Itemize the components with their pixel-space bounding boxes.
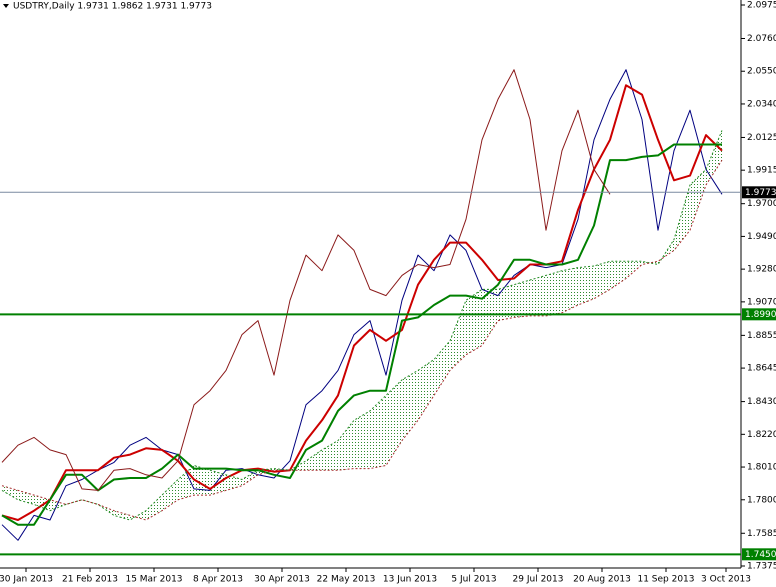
x-tick-label: 29 Jul 2013	[513, 575, 564, 585]
x-tick-label: 13 Jun 2013	[383, 575, 437, 585]
y-tick-label: 1.8855	[747, 331, 776, 341]
y-tick-label: 1.9280	[747, 265, 776, 275]
cloud	[2, 130, 722, 521]
y-tick-label: 1.8645	[747, 364, 776, 374]
y-tick-label: 1.8010	[747, 463, 776, 473]
series-line	[1, 84, 723, 521]
y-tick-label: 1.9915	[747, 166, 776, 176]
y-tick-label: 1.7800	[747, 495, 776, 505]
x-tick-label: 15 Mar 2013	[125, 575, 182, 585]
x-tick-label: 20 Aug 2013	[573, 575, 631, 585]
y-tick-label: 2.0550	[747, 67, 776, 77]
level-box	[742, 308, 776, 321]
x-tick-label: 5 Jul 2013	[451, 575, 496, 585]
x-tick-label: 30 Jan 2013	[0, 575, 53, 585]
y-tick-label: 1.8220	[747, 430, 776, 440]
x-tick-label: 21 Feb 2013	[62, 575, 118, 585]
y-tick-label: 1.8430	[747, 397, 776, 407]
plot-area	[0, 0, 741, 568]
x-tick-label: 11 Sep 2013	[637, 575, 694, 585]
y-tick-label: 1.9070	[747, 297, 776, 307]
level-label: 1.9773	[745, 188, 776, 198]
level-label: 1.8990	[745, 310, 776, 320]
y-tick-label: 2.0340	[747, 99, 776, 109]
chart-title: USDTRY,Daily 1.9731 1.9862 1.9731 1.9773	[13, 2, 212, 12]
series-line	[1, 69, 723, 541]
x-tick-label: 3 Oct 2013	[701, 575, 751, 585]
level-box	[742, 548, 776, 561]
series-line	[1, 69, 611, 491]
y-tick-label: 1.7375	[747, 562, 776, 572]
x-tick-label: 30 Apr 2013	[254, 575, 310, 585]
level-label: 1.7450	[745, 550, 776, 560]
x-tick-label: 22 May 2013	[317, 575, 376, 585]
y-tick-label: 1.9700	[747, 199, 776, 209]
x-tick-label: 8 Apr 2013	[193, 575, 243, 585]
y-tick-label: 1.9490	[747, 232, 776, 242]
y-tick-label: 2.0760	[747, 34, 776, 44]
menu-triangle	[3, 4, 9, 8]
y-tick-label: 1.7585	[747, 529, 776, 539]
level-box	[742, 186, 776, 199]
y-tick-label: 2.0975	[747, 1, 776, 11]
series-line	[1, 159, 723, 521]
y-tick-label: 2.0125	[747, 133, 776, 143]
